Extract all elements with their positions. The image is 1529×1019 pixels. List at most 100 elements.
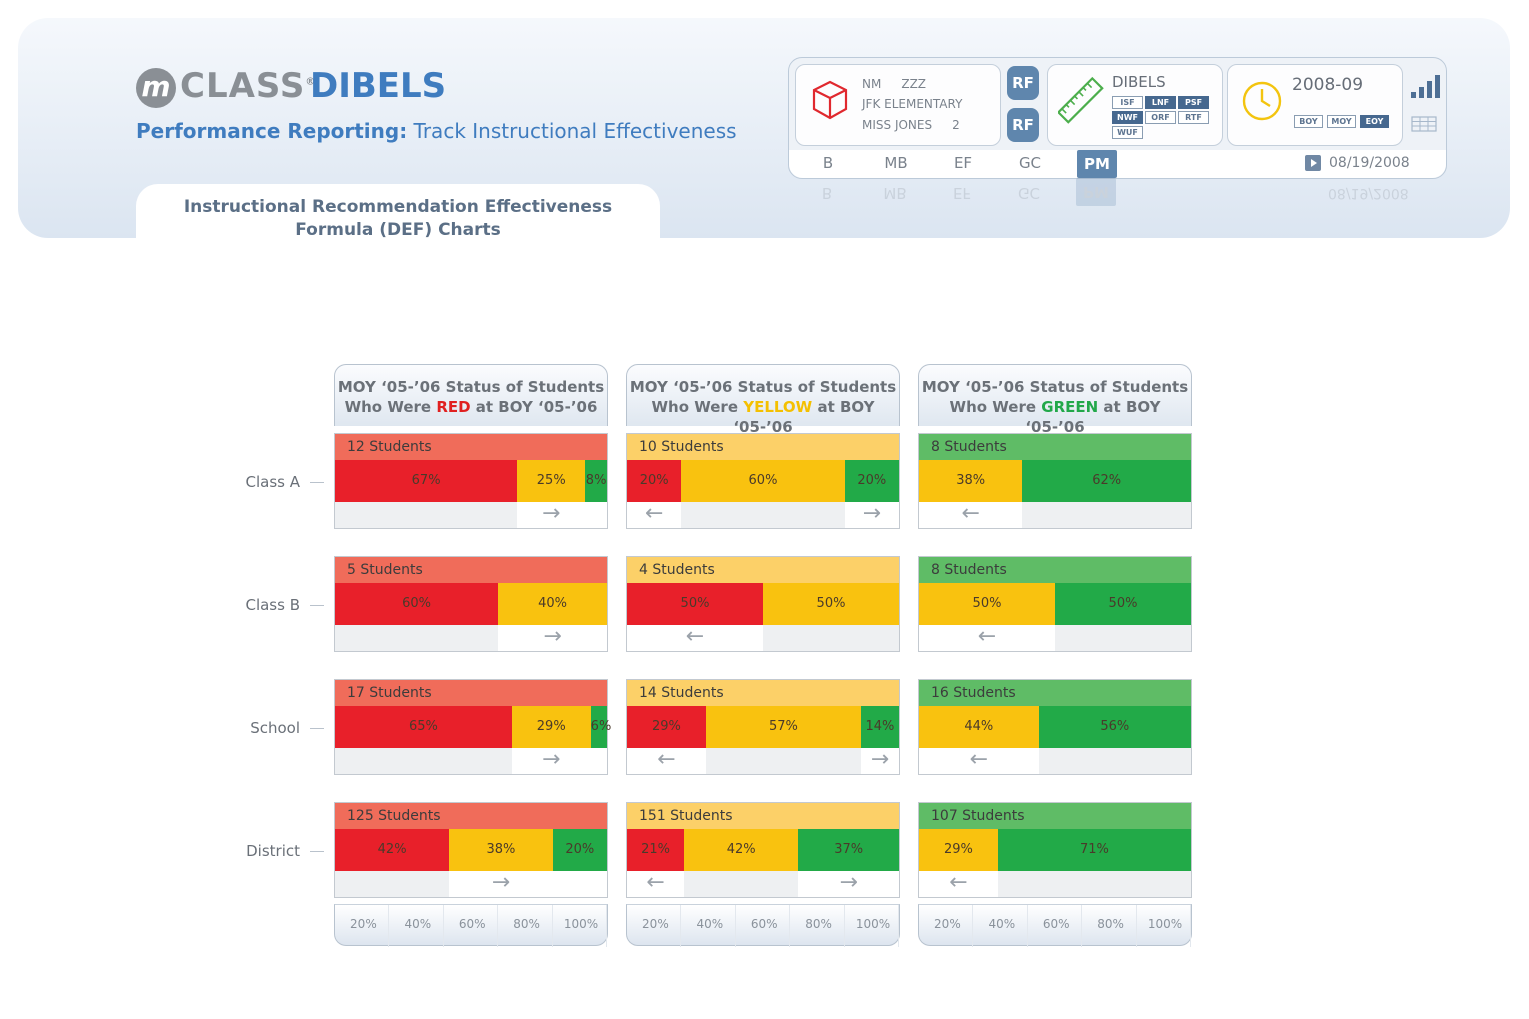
info-nm-line: NM ZZZ	[862, 77, 926, 91]
bar-segment-green: 8%	[585, 460, 607, 502]
column-header-yellow: MOY ‘05-’06 Status of Students Who Were Y…	[626, 364, 900, 426]
transition-arrow-icon: →	[798, 871, 899, 897]
bar-segment-yellow: 42%	[684, 829, 798, 871]
reflection-tab-b: B	[804, 184, 850, 202]
x-axis-tick-label: 40%	[982, 917, 1022, 931]
chart-cell-class-b-green: 8 Students 50% 50% ←	[918, 556, 1192, 652]
student-count-header: 8 Students	[919, 434, 1191, 460]
context-toolbar: NM ZZZ JFK ELEMENTARY MISS JONES 2 RF RF D…	[788, 57, 1447, 179]
stacked-bar: 50% 50%	[919, 583, 1191, 625]
tab-pm[interactable]: PM	[1077, 150, 1117, 178]
student-count-header: 10 Students	[627, 434, 899, 460]
page-title-line2: Formula (DEF) Charts	[136, 219, 660, 242]
x-axis-tick-label: 40%	[690, 917, 730, 931]
transition-arrow-icon: →	[498, 625, 607, 651]
x-axis-gridline	[606, 905, 607, 947]
transition-arrows: →	[335, 871, 607, 897]
column-header-red: MOY ‘05-’06 Status of Students Who Were R…	[334, 364, 608, 426]
column-header-pre: Who Were	[950, 398, 1042, 416]
transition-arrow-icon: →	[449, 871, 552, 897]
x-axis-gridline	[443, 905, 444, 947]
measure-psf[interactable]: PSF	[1178, 96, 1209, 109]
row-label-tick	[310, 605, 324, 606]
transition-arrow-icon: →	[845, 502, 899, 528]
transition-arrows: ← →	[627, 748, 899, 774]
x-axis-red: 20% 40% 60% 80% 100%	[334, 904, 608, 946]
chart-cell-school-yellow: 14 Students 29% 57% 14% ← →	[626, 679, 900, 775]
stacked-bar: 44% 56%	[919, 706, 1191, 748]
measure-rtf[interactable]: RTF	[1178, 111, 1209, 124]
page-title: Instructional Recommendation Effectivene…	[136, 196, 660, 242]
measure-orf[interactable]: ORF	[1145, 111, 1176, 124]
bar-chart-view-icon[interactable]	[1409, 74, 1441, 100]
student-count-header: 12 Students	[335, 434, 607, 460]
info-teacher-line: MISS JONES 2	[862, 118, 960, 132]
transition-arrow-blank	[1055, 625, 1191, 651]
measure-wuf[interactable]: WUF	[1112, 126, 1143, 139]
row-label-district: District	[200, 842, 300, 860]
x-axis-gridline	[735, 905, 736, 947]
transition-arrow-blank	[335, 502, 517, 528]
column-header-line2: Who Were GREEN at BOY ‘05-’06	[919, 397, 1191, 437]
x-axis-yellow: 20% 40% 60% 80% 100%	[626, 904, 900, 946]
reflection-tab-gc: GC	[1006, 184, 1052, 202]
tab-ef[interactable]: EF	[940, 154, 986, 172]
period-boy[interactable]: BOY	[1294, 115, 1323, 128]
x-axis-gridline	[972, 905, 973, 947]
bar-segment-red: 50%	[627, 583, 763, 625]
bar-segment-green: 20%	[845, 460, 899, 502]
chart-cell-class-a-red: 12 Students 67% 25% 8% →	[334, 433, 608, 529]
school-year-card[interactable]: 2008-09 BOY MOY EOY	[1227, 64, 1403, 146]
column-header-line2: Who Were RED at BOY ‘05-’06	[335, 397, 607, 417]
transition-arrows: ← →	[627, 502, 899, 528]
period-moy[interactable]: MOY	[1327, 115, 1356, 128]
play-icon[interactable]	[1305, 155, 1321, 171]
measure-lnf[interactable]: LNF	[1145, 96, 1176, 109]
transition-arrow-blank	[998, 871, 1191, 897]
student-context-card[interactable]: NM ZZZ JFK ELEMENTARY MISS JONES 2	[795, 64, 1001, 146]
rf-button-top[interactable]: RF	[1007, 66, 1039, 100]
rf-button-bottom[interactable]: RF	[1007, 108, 1039, 142]
student-count-header: 4 Students	[627, 557, 899, 583]
measure-nwf[interactable]: NWF	[1112, 111, 1143, 124]
bar-segment-red: 29%	[627, 706, 706, 748]
chart-cell-school-red: 17 Students 65% 29% 6% →	[334, 679, 608, 775]
tab-mb[interactable]: MB	[873, 154, 919, 172]
x-axis-tick-label: 20%	[635, 917, 675, 931]
chart-cell-district-green: 107 Students 29% 71% ←	[918, 802, 1192, 898]
measure-isf[interactable]: ISF	[1112, 96, 1143, 109]
toolbar-reflection: B MB EF GC PM 08/19/2008	[788, 178, 1445, 206]
tab-gc[interactable]: GC	[1007, 154, 1053, 172]
dibels-title: DIBELS	[1112, 73, 1166, 91]
dibels-measures-card[interactable]: DIBELS ISF LNF PSF NWF ORF RTF WUF	[1047, 64, 1223, 146]
transition-arrows: ← →	[627, 871, 899, 897]
bar-segment-yellow: 50%	[763, 583, 899, 625]
transition-arrows: ←	[919, 871, 1191, 897]
x-axis-tick-label: 60%	[744, 917, 784, 931]
student-count-header: 125 Students	[335, 803, 607, 829]
logo-class-text: CLASS®	[180, 66, 316, 106]
stacked-bar: 60% 40%	[335, 583, 607, 625]
transition-arrows: →	[335, 748, 607, 774]
tab-b[interactable]: B	[805, 154, 851, 172]
bar-segment-red: 65%	[335, 706, 512, 748]
column-header-status-word: RED	[436, 398, 470, 416]
x-axis-gridline	[680, 905, 681, 947]
transition-arrows: ←	[919, 625, 1191, 651]
transition-arrow-blank	[684, 871, 798, 897]
bar-segment-yellow: 40%	[498, 583, 607, 625]
page-title-line1: Instructional Recommendation Effectivene…	[136, 196, 660, 219]
bar-segment-yellow: 50%	[919, 583, 1055, 625]
logo-class-word: CLASS	[180, 66, 305, 106]
period-eoy[interactable]: EOY	[1360, 115, 1389, 128]
bar-segment-green: 14%	[861, 706, 899, 748]
transition-arrow-icon: ←	[919, 748, 1039, 774]
x-axis-green: 20% 40% 60% 80% 100%	[918, 904, 1192, 946]
column-header-line1: MOY ‘05-’06 Status of Students	[335, 377, 607, 397]
transition-arrow-blank	[1039, 748, 1191, 774]
chart-cell-school-green: 16 Students 44% 56% ←	[918, 679, 1192, 775]
chart-cell-district-yellow: 151 Students 21% 42% 37% ← →	[626, 802, 900, 898]
stacked-bar: 67% 25% 8%	[335, 460, 607, 502]
table-view-icon[interactable]	[1411, 116, 1437, 132]
bar-segment-green: 71%	[998, 829, 1191, 871]
